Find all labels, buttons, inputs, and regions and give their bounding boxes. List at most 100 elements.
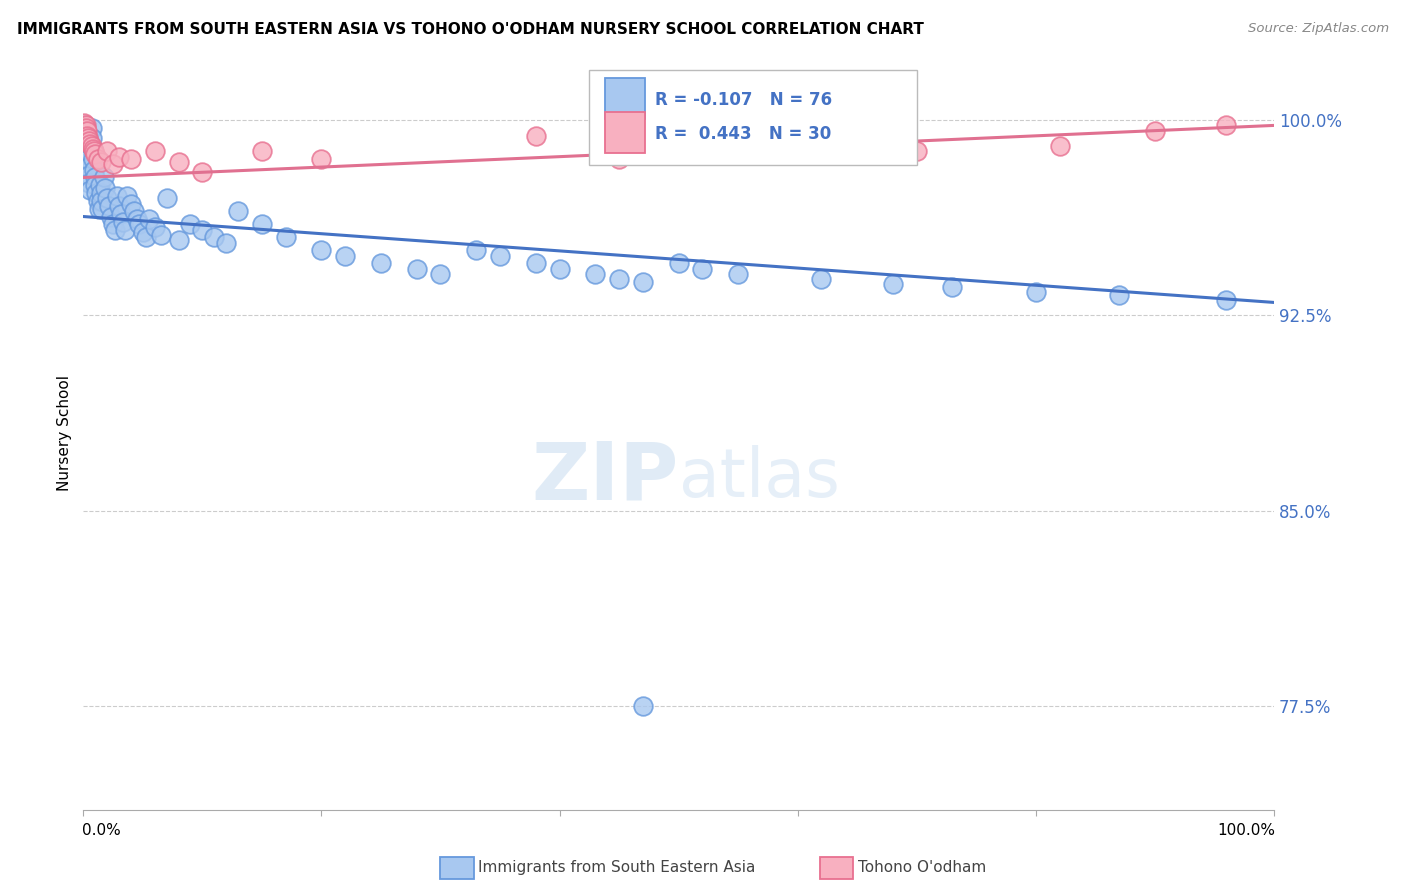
Point bbox=[1108, 287, 1130, 301]
Point bbox=[882, 277, 904, 292]
Point bbox=[100, 210, 122, 224]
Point bbox=[80, 121, 103, 136]
Point bbox=[114, 222, 136, 236]
Point bbox=[274, 230, 297, 244]
Point bbox=[135, 230, 157, 244]
Point bbox=[105, 188, 128, 202]
Point bbox=[202, 230, 225, 244]
Point bbox=[96, 191, 118, 205]
Text: R =  0.443   N = 30: R = 0.443 N = 30 bbox=[655, 126, 831, 144]
Text: R = -0.107   N = 76: R = -0.107 N = 76 bbox=[655, 92, 832, 110]
Point bbox=[77, 168, 100, 182]
Point bbox=[87, 202, 110, 216]
Point bbox=[138, 212, 160, 227]
Point bbox=[335, 249, 357, 263]
Point bbox=[80, 131, 103, 145]
Point bbox=[226, 204, 249, 219]
Point bbox=[1049, 139, 1071, 153]
Point bbox=[524, 128, 547, 143]
Point bbox=[98, 199, 121, 213]
Point bbox=[120, 153, 142, 167]
Point bbox=[548, 261, 571, 276]
Point bbox=[631, 275, 654, 289]
Point bbox=[124, 204, 146, 219]
Point bbox=[82, 153, 104, 167]
Point bbox=[79, 136, 101, 151]
Point bbox=[128, 217, 150, 231]
Point bbox=[132, 225, 155, 239]
Point bbox=[370, 256, 392, 270]
Point bbox=[84, 147, 107, 161]
Text: atlas: atlas bbox=[679, 445, 839, 511]
Text: 100.0%: 100.0% bbox=[1218, 823, 1275, 838]
Point bbox=[786, 139, 808, 153]
Point bbox=[125, 212, 148, 227]
Point bbox=[101, 217, 124, 231]
Point bbox=[73, 119, 96, 133]
Point bbox=[1025, 285, 1047, 299]
FancyBboxPatch shape bbox=[589, 70, 917, 165]
Point bbox=[86, 194, 108, 208]
Point bbox=[90, 186, 112, 200]
Y-axis label: Nursery School: Nursery School bbox=[58, 375, 72, 491]
Point bbox=[93, 170, 115, 185]
Point bbox=[75, 119, 97, 133]
Point bbox=[1215, 293, 1237, 307]
Point bbox=[941, 280, 963, 294]
Point bbox=[76, 139, 98, 153]
Text: IMMIGRANTS FROM SOUTH EASTERN ASIA VS TOHONO O'ODHAM NURSERY SCHOOL CORRELATION : IMMIGRANTS FROM SOUTH EASTERN ASIA VS TO… bbox=[17, 22, 924, 37]
Point bbox=[607, 153, 630, 167]
Point bbox=[76, 123, 98, 137]
Point bbox=[583, 267, 606, 281]
Point bbox=[1143, 123, 1166, 137]
Point bbox=[167, 154, 190, 169]
Point bbox=[250, 217, 273, 231]
Point bbox=[93, 181, 115, 195]
Point bbox=[692, 261, 714, 276]
Point bbox=[524, 256, 547, 270]
Point bbox=[83, 145, 105, 159]
Point bbox=[215, 235, 238, 250]
Point bbox=[75, 121, 97, 136]
Point bbox=[77, 134, 100, 148]
Point bbox=[80, 139, 103, 153]
Point bbox=[108, 199, 131, 213]
Point bbox=[1215, 119, 1237, 133]
Point bbox=[73, 116, 96, 130]
Point bbox=[110, 207, 132, 221]
Point bbox=[191, 165, 214, 179]
Point bbox=[104, 222, 127, 236]
Point bbox=[77, 160, 100, 174]
Point bbox=[465, 244, 488, 258]
Point bbox=[117, 188, 139, 202]
Point bbox=[75, 123, 97, 137]
Point bbox=[429, 267, 451, 281]
Point bbox=[143, 219, 166, 234]
Point bbox=[668, 256, 690, 270]
Point bbox=[311, 153, 333, 167]
Point bbox=[167, 233, 190, 247]
Point bbox=[84, 178, 107, 193]
Point bbox=[86, 186, 108, 200]
Point bbox=[89, 178, 111, 193]
Point bbox=[905, 145, 928, 159]
Point bbox=[77, 176, 100, 190]
Text: ZIP: ZIP bbox=[531, 439, 679, 516]
Point bbox=[607, 272, 630, 286]
Point bbox=[405, 261, 427, 276]
Point bbox=[250, 145, 273, 159]
Text: Immigrants from South Eastern Asia: Immigrants from South Eastern Asia bbox=[478, 861, 755, 875]
Point bbox=[120, 196, 142, 211]
Text: Source: ZipAtlas.com: Source: ZipAtlas.com bbox=[1249, 22, 1389, 36]
Point bbox=[101, 157, 124, 171]
Point bbox=[82, 142, 104, 156]
Text: 0.0%: 0.0% bbox=[82, 823, 121, 838]
Point bbox=[727, 267, 749, 281]
Point bbox=[156, 191, 179, 205]
Point bbox=[84, 170, 107, 185]
Point bbox=[90, 154, 112, 169]
Point bbox=[82, 142, 104, 156]
Text: Tohono O'odham: Tohono O'odham bbox=[858, 861, 986, 875]
Point bbox=[149, 227, 172, 242]
Point bbox=[111, 215, 134, 229]
